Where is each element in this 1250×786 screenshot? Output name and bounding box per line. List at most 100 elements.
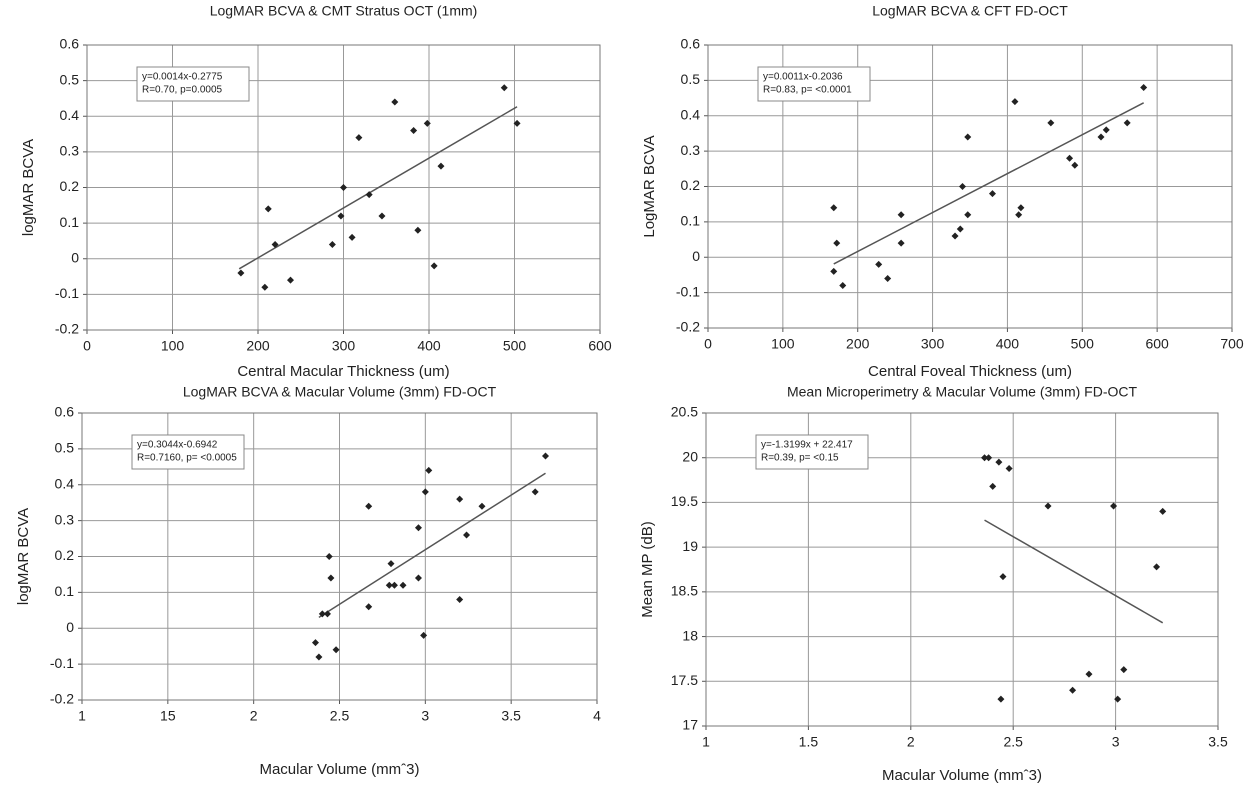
trendline [984,519,1164,624]
y-tick-label: 0.2 [55,547,75,563]
data-point [414,574,422,582]
annotation-box [757,66,871,102]
data-point [1140,83,1148,91]
annotation-box [755,434,869,470]
plot-frame [707,44,1233,329]
data-point [340,184,347,191]
data-point [437,162,445,170]
x-tick-label: 2.5 [1003,734,1023,750]
data-point [328,241,336,248]
data-point [348,233,356,241]
annotation-text: y=0.0011x-0.2036 [763,72,843,83]
data-point [897,211,905,219]
y-tick-label: 0 [66,619,74,635]
annotation-text: R=0.39, p= <0.15 [761,453,839,464]
y-tick-label: 17.5 [671,672,698,688]
data-point [423,119,431,127]
data-point [897,239,905,247]
data-point [1159,507,1167,515]
x-tick-label: 1 [78,708,86,724]
data-point [500,84,508,92]
x-tick-label: 2 [250,708,258,724]
y-axis-label: LogMAR BCVA [641,135,658,237]
y-tick-label: -0.1 [55,285,79,301]
trendline [833,102,1145,265]
data-point [463,531,471,539]
plot-frame [81,412,598,701]
annotation-box [136,66,250,102]
data-point [988,190,996,198]
annotation-text: R=0.7160, p= <0.0005 [137,453,237,464]
data-point [355,134,363,142]
data-point [264,205,272,213]
data-point [318,610,326,618]
data-point [421,488,429,496]
x-tick-label: 0 [704,336,712,352]
plot-frame [705,412,1219,727]
x-tick-label: 500 [1071,336,1095,352]
y-tick-label: 0.5 [681,71,701,87]
data-point [1015,211,1023,219]
chart-title: Mean Microperimetry & Macular Volume (3m… [787,384,1138,400]
data-point [1114,695,1122,703]
x-tick-label: 100 [771,336,795,352]
data-point [478,502,486,510]
y-tick-label: 0.1 [55,583,75,599]
data-point [1120,666,1128,674]
data-point [271,241,279,248]
data-point [1005,464,1013,472]
data-point [390,581,398,589]
chart-title: LogMAR BCVA & Macular Volume (3mm) FD-OC… [183,384,497,400]
trendline [238,106,518,270]
data-point [1017,204,1025,212]
y-tick-label: 19 [682,538,698,554]
data-point [456,596,464,604]
data-point [425,466,433,474]
y-tick-label: -0.2 [55,321,79,337]
data-point [985,454,993,462]
y-tick-label: 0.5 [60,71,80,87]
x-tick-label: 200 [246,338,270,354]
x-tick-label: 400 [996,336,1020,352]
data-point [385,581,393,589]
y-tick-label: 0.3 [60,143,80,159]
x-tick-label: 2.5 [330,708,350,724]
y-axis-label: logMAR BCVA [20,139,37,236]
data-point [997,695,1005,703]
y-tick-label: 0.4 [681,106,701,122]
annotation-text: y=0.0014x-0.2775 [142,72,223,83]
x-tick-label: 600 [1145,336,1169,352]
chart-title: LogMAR BCVA & CFT FD-OCT [872,3,1068,19]
y-tick-label: 0 [692,248,700,264]
data-point [456,495,464,503]
data-point [1069,686,1077,694]
data-point [531,488,539,496]
data-point [286,276,294,284]
x-tick-label: 400 [417,338,441,354]
y-axis-label: Mean MP (dB) [639,521,656,617]
data-point [1153,563,1161,571]
annotation-text: R=0.83, p= <0.0001 [763,85,852,96]
data-point [1102,126,1110,134]
data-point [830,267,838,275]
y-tick-label: 0.1 [60,214,80,230]
data-point [951,232,959,240]
x-axis-label: Macular Volume (mmˆ3) [259,761,419,778]
x-tick-label: 3.5 [501,708,521,724]
data-point [337,212,345,220]
data-point [833,239,841,247]
annotation-box [131,434,245,470]
x-tick-label: 1 [702,734,710,750]
data-point [999,573,1007,581]
data-point [964,211,972,219]
x-axis-label: Central Macular Thickness (um) [237,363,449,380]
annotation-text: y=0.3044x-0.6942 [137,440,218,451]
data-point [1110,502,1118,510]
y-tick-label: 0.2 [681,177,701,193]
x-tick-label: 3 [1112,734,1120,750]
y-tick-label: 0.5 [55,440,75,456]
y-tick-label: 0.1 [681,213,701,229]
x-tick-label: 3 [421,708,429,724]
y-tick-label: 0.6 [55,404,75,420]
data-point [332,646,340,654]
